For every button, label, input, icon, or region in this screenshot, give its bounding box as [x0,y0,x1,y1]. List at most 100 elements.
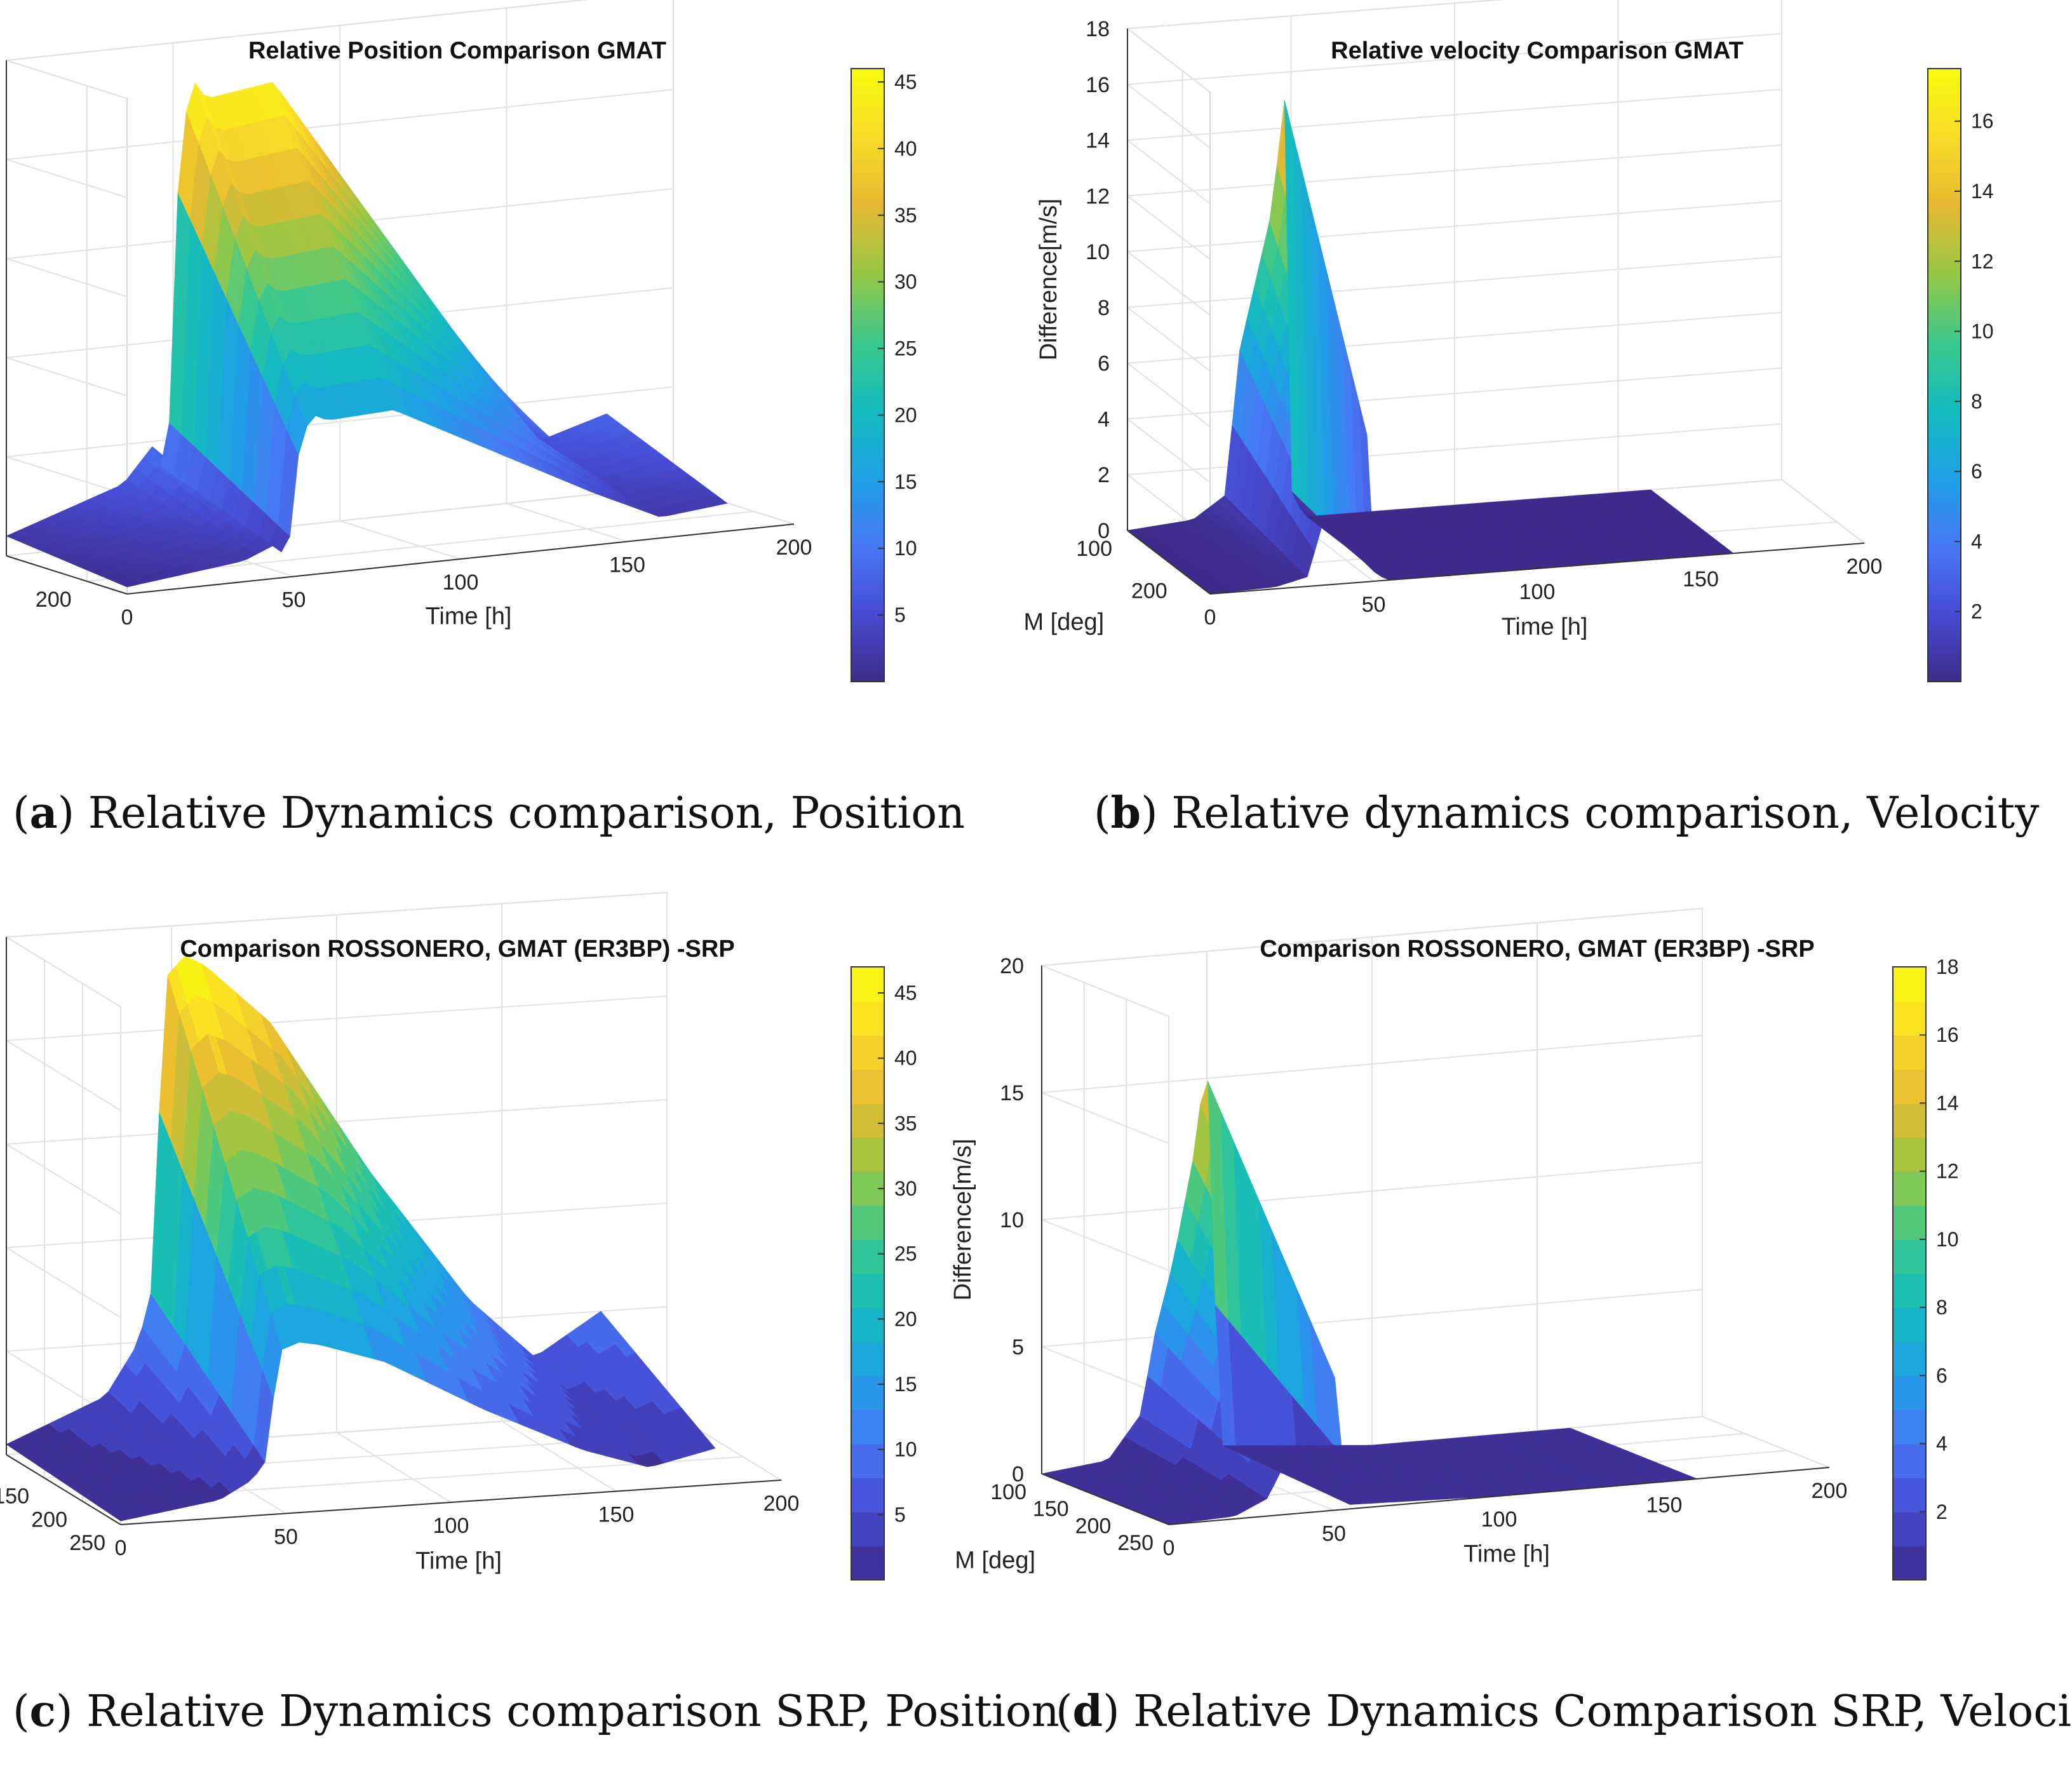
colorbar-segment [1928,109,1961,116]
colorbar-segment [851,319,884,325]
colorbar-tick-label: 18 [1936,955,1959,978]
x-axis-label: Time [h] [1502,614,1588,640]
colorbar-segment [1928,487,1961,494]
z-axis-label: Difference[m/s] [1035,199,1062,361]
z-tick-label: 5 [1012,1335,1024,1359]
colorbar-segment [851,329,884,335]
colorbar-segment [851,564,884,570]
colorbar-segment [851,165,884,172]
colorbar-segment [851,467,884,473]
colorbar-segment [1928,349,1961,356]
colorbar-tick-label: 14 [1936,1091,1959,1114]
colorbar-segment [851,410,884,417]
y-tick-label: 200 [1131,579,1167,603]
colorbar-tick-label: 5 [894,603,906,626]
colorbar-segment [1928,574,1961,581]
colorbar-segment [1928,201,1961,208]
z-tick-label: 4 [1098,407,1110,431]
colorbar-segment [851,293,884,299]
colorbar-segment [851,242,884,248]
colorbar-segment [1928,104,1961,111]
colorbar-segment [851,109,884,116]
colorbar-segment [1928,533,1961,539]
colorbar-segment [851,442,884,448]
colorbar-segment [1928,288,1961,294]
colorbar-segment [851,666,884,672]
z-tick-label: 0 [1012,1462,1024,1486]
colorbar-segment [851,175,884,182]
x-tick-label: 0 [1204,605,1216,630]
colorbar-tick-label: 2 [1936,1500,1948,1523]
colorbar-segment [851,671,884,677]
colorbar-segment [1928,375,1961,381]
colorbar-segment [851,1001,884,1036]
colorbar-segment [851,472,884,478]
colorbar-segment [851,426,884,432]
colorbar-tick-label: 20 [894,1307,917,1330]
colorbar-tick-label: 8 [1936,1296,1948,1319]
z-tick-label: 10 [1086,240,1110,264]
colorbar-segment [1928,237,1961,243]
colorbar-segment [851,237,884,243]
colorbar-frame [851,966,885,1581]
colorbar-segment [1928,380,1961,386]
colorbar-segment [851,150,884,156]
colorbar-segment [851,227,884,233]
colorbar-segment [1928,232,1961,238]
colorbar-segment [1928,528,1961,534]
colorbar-segment [851,339,884,346]
colorbar-segment [1928,175,1961,182]
colorbar-segment [1928,365,1961,371]
x-tick-label: 0 [1163,1536,1175,1560]
colorbar-segment [851,354,884,361]
colorbar-segment [851,487,884,494]
colorbar-segment [851,630,884,637]
x-tick-label: 200 [1847,555,1883,579]
colorbar-tick-label: 30 [894,271,917,293]
colorbar-segment [1893,1546,1926,1581]
colorbar-segment [1928,140,1961,146]
x-tick-label: 100 [433,1514,469,1538]
colorbar-segment [1928,590,1961,596]
colorbar-tick-label: 16 [1936,1023,1959,1046]
colorbar-segment [1928,360,1961,366]
y-axis-label: M [deg] [955,1547,1035,1574]
colorbar-segment [851,385,884,391]
colorbar-tick-label: 40 [894,137,917,160]
colorbar-segment [1928,656,1961,662]
colorbar-segment [851,212,884,218]
colorbar-tick-label: 5 [894,1503,906,1526]
colorbar-segment [1928,477,1961,483]
colorbar-segment [851,462,884,468]
colorbar-tick-label: 10 [1936,1228,1959,1251]
colorbar-segment [1928,457,1961,463]
y-tick-label: 100 [1076,537,1112,561]
y-tick-label: 250 [1117,1531,1154,1555]
colorbar-tick-label: 40 [894,1047,917,1070]
colorbar-segment [1928,339,1961,346]
y-tick-label: 100 [990,1480,1026,1504]
colorbar-segment [851,610,884,616]
colorbar-tick-label: 4 [1936,1432,1948,1455]
colorbar-segment [851,640,884,647]
colorbar-segment [851,145,884,151]
z-tick-label: 15 [1000,1081,1024,1105]
colorbar-segment [1928,262,1961,269]
colorbar-segment [851,533,884,539]
colorbar-segment [1928,267,1961,274]
colorbar-segment [851,1341,884,1377]
colorbar-segment [1928,538,1961,544]
colorbar-segment [1893,1137,1926,1172]
colorbar-segment [1928,344,1961,351]
colorbar-segment [1928,640,1961,647]
colorbar-segment [851,967,884,1002]
surface-patch [597,413,619,426]
colorbar-segment [1928,165,1961,172]
colorbar-segment [851,1103,884,1138]
colorbar-segment [851,155,884,161]
x-tick-label: 150 [1646,1493,1683,1518]
y-axis-label: M [deg] [1023,609,1104,635]
colorbar-segment [1928,298,1961,304]
colorbar-tick-label: 45 [894,981,917,1004]
